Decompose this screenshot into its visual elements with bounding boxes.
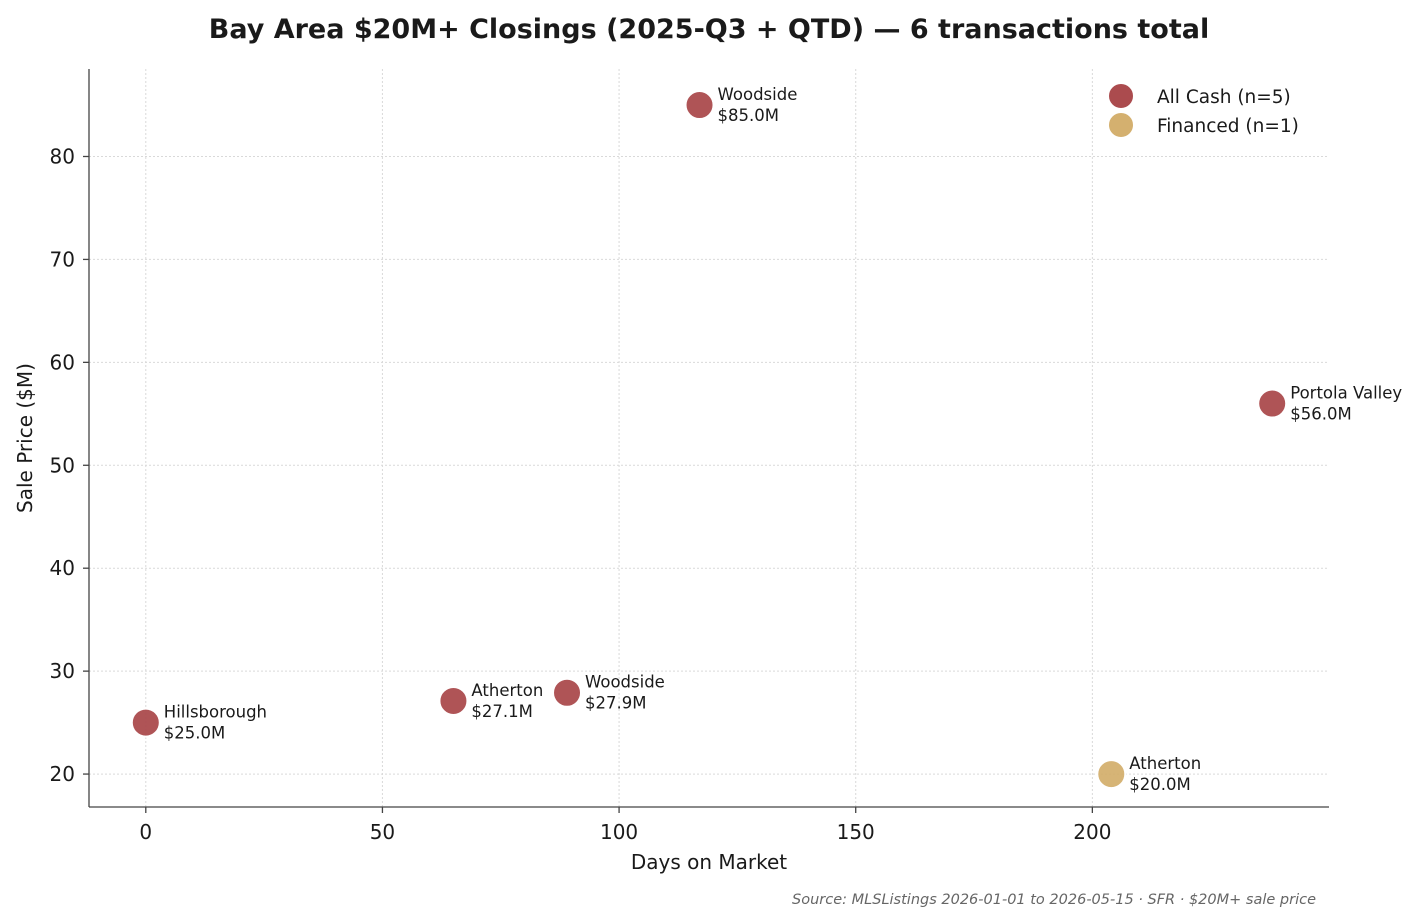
axes: 0 50 100 150 200 20 30 40 50 60 70 80 [50,69,1329,844]
y-tick-label: 60 [50,350,75,374]
point-price-label: $56.0M [1290,405,1351,424]
point-price-label: $27.1M [471,702,532,721]
point-price-label: $25.0M [164,724,225,743]
point-city-label: Atherton [1129,754,1201,773]
x-axis-label: Days on Market [631,850,787,874]
point-city-label: Atherton [471,681,543,700]
y-tick-label: 30 [50,659,75,683]
data-point [130,707,161,738]
data-point [684,90,715,121]
legend-marker [1107,111,1135,139]
y-axis-label: Sale Price ($M) [13,363,37,513]
x-tick-label: 150 [837,820,875,844]
legend-label: Financed (n=1) [1157,116,1299,137]
point-price-label: $27.9M [585,694,646,713]
x-tick-label: 0 [139,820,152,844]
point-city-label: Portola Valley [1290,384,1402,403]
grid-lines [89,69,1329,807]
legend-label: All Cash (n=5) [1157,87,1291,108]
y-tick-label: 70 [50,247,75,271]
point-price-label: $85.0M [718,106,779,125]
data-point [1257,388,1288,419]
y-tick-label: 50 [50,453,75,477]
data-point [438,685,469,716]
point-price-label: $20.0M [1129,775,1190,794]
point-city-label: Hillsborough [164,703,267,722]
data-points [130,90,1288,790]
point-labels: Woodside $85.0M Portola Valley $56.0M Athert… [164,85,1403,794]
data-point [1096,759,1127,790]
y-tick-label: 80 [50,144,75,168]
point-city-label: Woodside [718,85,798,104]
point-city-label: Woodside [585,673,665,692]
x-tick-label: 200 [1073,820,1111,844]
legend-marker [1107,82,1135,110]
legend: All Cash (n=5) Financed (n=1) [1107,82,1299,139]
y-tick-label: 40 [50,556,75,580]
data-point [552,677,583,708]
chart-title: Bay Area $20M+ Closings (2025-Q3 + QTD) … [209,14,1210,45]
x-tick-label: 50 [370,820,395,844]
x-tick-label: 100 [600,820,638,844]
source-note: Source: MLSListings 2026-01-01 to 2026-0… [792,892,1316,908]
y-tick-label: 20 [50,762,75,786]
